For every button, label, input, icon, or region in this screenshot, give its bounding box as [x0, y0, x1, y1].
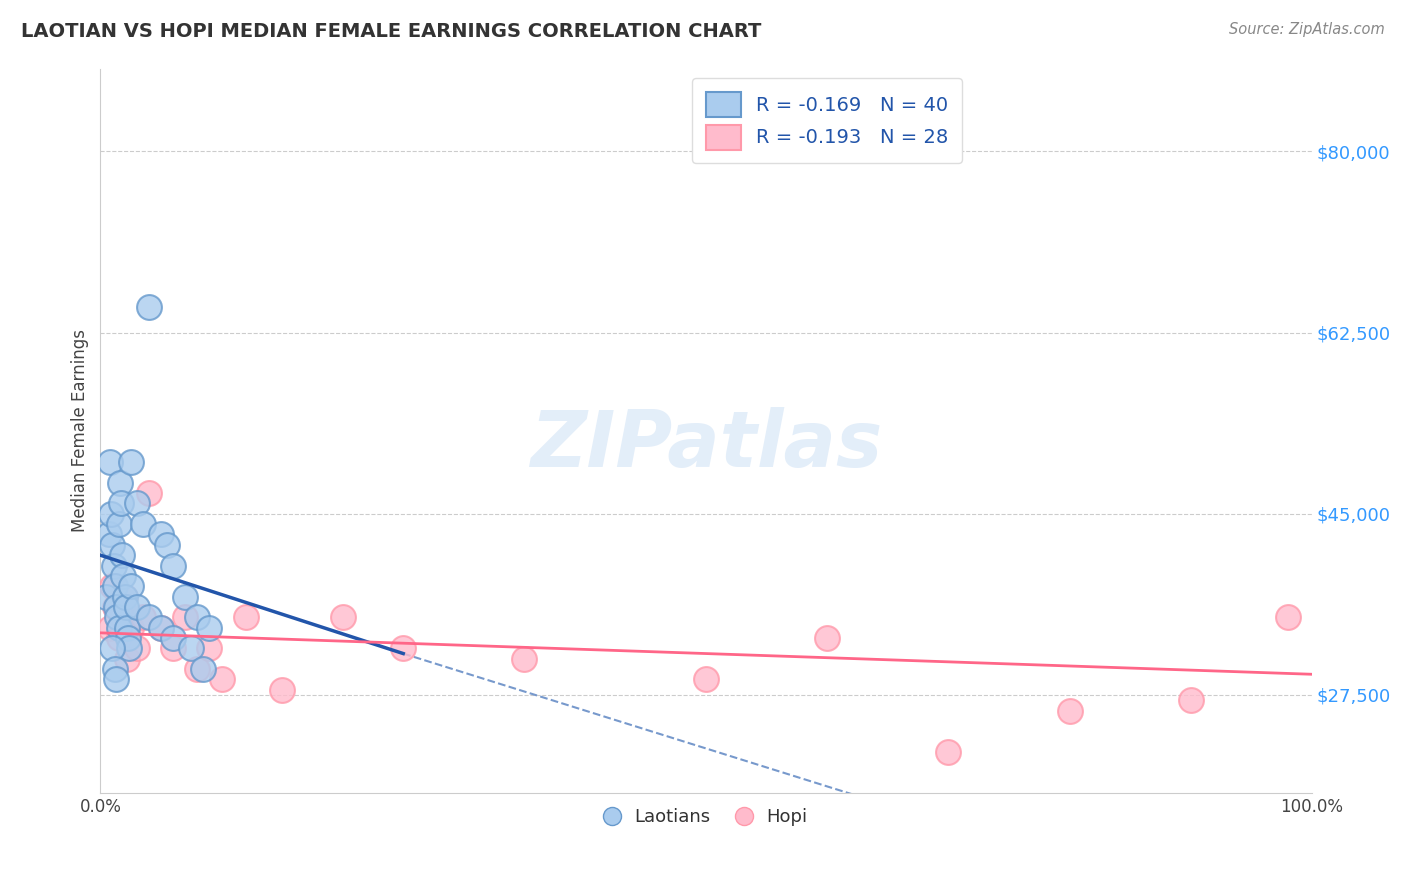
- Point: [332, 610, 354, 624]
- Point: [132, 517, 155, 532]
- Point: [235, 610, 257, 624]
- Point: [162, 641, 184, 656]
- Point: [107, 517, 129, 532]
- Point: [162, 631, 184, 645]
- Point: [392, 641, 415, 656]
- Point: [115, 651, 138, 665]
- Point: [101, 538, 124, 552]
- Point: [105, 610, 128, 624]
- Point: [105, 599, 128, 614]
- Point: [104, 662, 127, 676]
- Point: [138, 486, 160, 500]
- Point: [695, 673, 717, 687]
- Point: [100, 507, 122, 521]
- Point: [96, 590, 118, 604]
- Point: [111, 548, 134, 562]
- Point: [120, 579, 142, 593]
- Point: [104, 599, 127, 614]
- Legend: Laotians, Hopi: Laotians, Hopi: [596, 799, 817, 835]
- Point: [125, 496, 148, 510]
- Point: [108, 475, 131, 490]
- Point: [193, 662, 215, 676]
- Point: [211, 673, 233, 687]
- Point: [815, 631, 838, 645]
- Point: [101, 641, 124, 656]
- Point: [271, 682, 294, 697]
- Point: [132, 610, 155, 624]
- Point: [938, 745, 960, 759]
- Text: Source: ZipAtlas.com: Source: ZipAtlas.com: [1229, 22, 1385, 37]
- Point: [118, 641, 141, 656]
- Point: [198, 621, 221, 635]
- Point: [120, 621, 142, 635]
- Point: [97, 527, 120, 541]
- Point: [186, 662, 208, 676]
- Point: [107, 631, 129, 645]
- Point: [110, 496, 132, 510]
- Point: [98, 455, 121, 469]
- Point: [162, 558, 184, 573]
- Point: [138, 300, 160, 314]
- Point: [174, 590, 197, 604]
- Point: [125, 599, 148, 614]
- Point: [1277, 610, 1299, 624]
- Point: [107, 621, 129, 635]
- Point: [114, 590, 136, 604]
- Point: [103, 558, 125, 573]
- Point: [115, 621, 138, 635]
- Y-axis label: Median Female Earnings: Median Female Earnings: [72, 329, 89, 533]
- Point: [117, 631, 139, 645]
- Point: [112, 569, 135, 583]
- Point: [186, 610, 208, 624]
- Text: ZIPatlas: ZIPatlas: [530, 408, 882, 483]
- Point: [149, 527, 172, 541]
- Point: [120, 455, 142, 469]
- Point: [1180, 693, 1202, 707]
- Text: LAOTIAN VS HOPI MEDIAN FEMALE EARNINGS CORRELATION CHART: LAOTIAN VS HOPI MEDIAN FEMALE EARNINGS C…: [21, 22, 762, 41]
- Point: [513, 651, 536, 665]
- Point: [114, 599, 136, 614]
- Point: [149, 621, 172, 635]
- Point: [174, 610, 197, 624]
- Point: [104, 579, 127, 593]
- Point: [149, 621, 172, 635]
- Point: [138, 610, 160, 624]
- Point: [1059, 704, 1081, 718]
- Point: [156, 538, 179, 552]
- Point: [114, 590, 136, 604]
- Point: [125, 641, 148, 656]
- Point: [105, 673, 128, 687]
- Point: [101, 579, 124, 593]
- Point: [180, 641, 202, 656]
- Point: [98, 621, 121, 635]
- Point: [111, 610, 134, 624]
- Point: [198, 641, 221, 656]
